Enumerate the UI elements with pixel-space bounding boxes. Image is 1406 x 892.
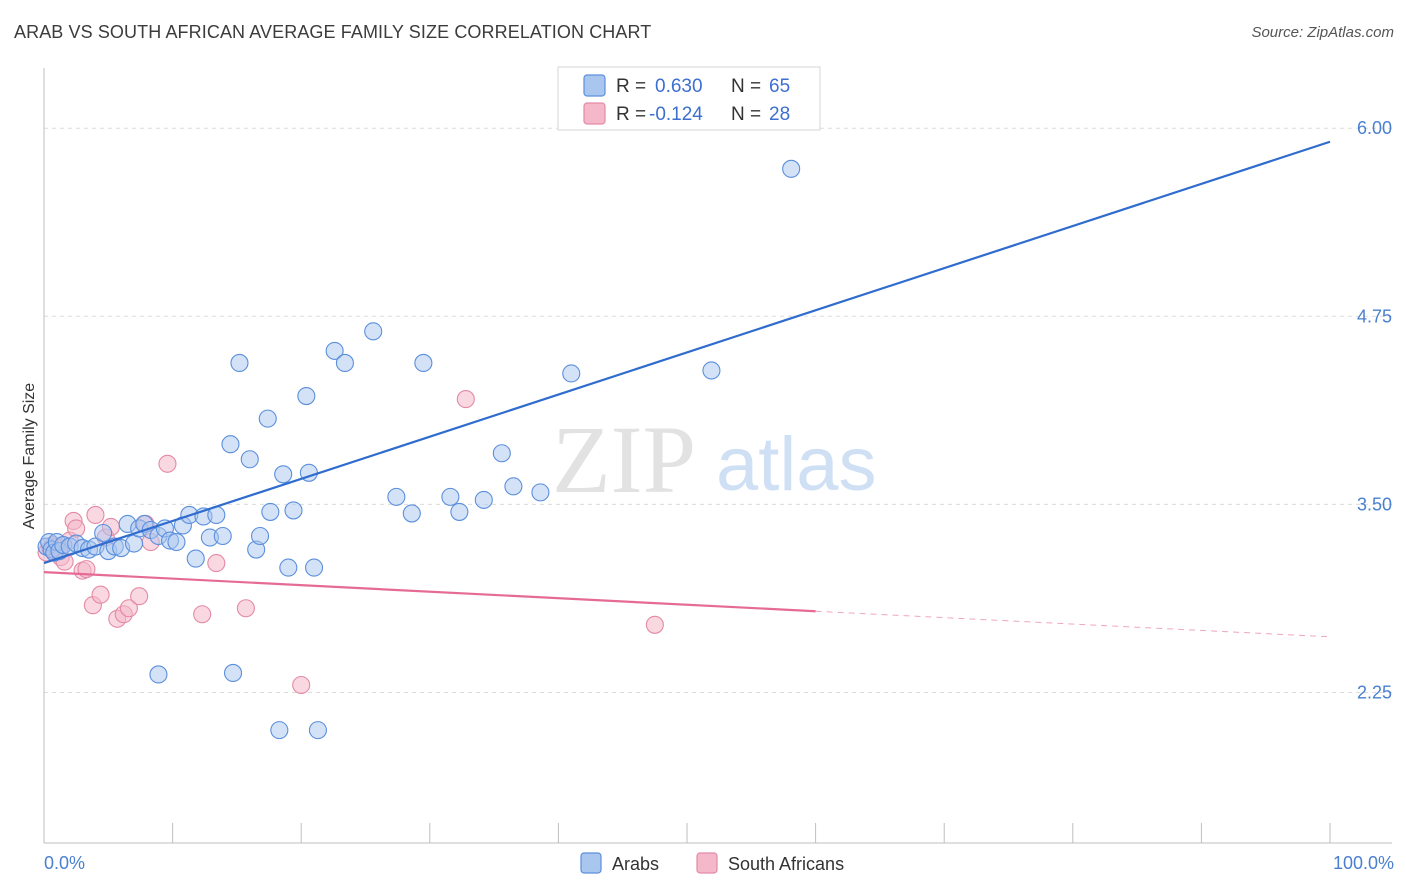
data-point-arab — [387, 487, 406, 506]
x-tick-label-min: 0.0% — [44, 853, 85, 873]
bottom-legend-swatch-south-africans — [696, 852, 718, 874]
data-point-arab — [492, 444, 511, 463]
data-point-arab — [221, 435, 240, 454]
data-point-arab — [279, 558, 298, 577]
trend-line-arabs — [43, 140, 1331, 565]
source-label: Source: ZipAtlas.com — [1251, 24, 1394, 41]
legend-swatch-arabs — [583, 74, 606, 97]
data-point-south-african — [456, 390, 475, 409]
data-point-arab — [240, 450, 259, 469]
data-point-arab — [213, 526, 232, 546]
data-point-arab — [305, 558, 324, 577]
data-point-arab — [149, 665, 168, 684]
data-point-south-african — [91, 585, 110, 604]
data-point-arab — [782, 159, 801, 178]
legend-sa-n-value: 28 — [769, 104, 790, 125]
data-point-arab — [335, 353, 354, 373]
legend-arab-n-value: 65 — [769, 76, 790, 97]
top-legend: R = 0.630 N = 65 R = -0.124 N = 28 — [557, 66, 821, 131]
data-point-south-african — [292, 675, 311, 695]
bottom-legend: Arabs South Africans — [580, 852, 844, 874]
data-point-arab — [124, 534, 144, 553]
data-point-arab — [325, 341, 344, 360]
data-point-south-african — [193, 605, 212, 624]
legend-arab-r-label: R = — [616, 76, 646, 97]
legend-sa-r-label: R = — [616, 104, 646, 125]
series-arabs — [37, 104, 801, 740]
watermark-zip: ZIP — [552, 406, 696, 513]
data-point-arab — [230, 353, 249, 373]
legend-arab-n-label: N = — [731, 76, 761, 97]
bottom-legend-swatch-arabs — [580, 852, 602, 874]
y-tick-label: 3.50 — [1357, 494, 1392, 514]
data-point-arab — [364, 322, 383, 341]
data-point-arab — [297, 387, 316, 406]
data-point-arab — [94, 523, 113, 543]
data-point-arab — [402, 504, 421, 523]
data-point-south-african — [67, 519, 86, 538]
data-point-south-african — [236, 599, 255, 618]
data-point-south-african — [207, 554, 226, 573]
data-point-south-african — [158, 454, 177, 473]
data-point-arab — [474, 490, 493, 509]
x-tick-labels: 0.0% 100.0% — [44, 853, 1394, 873]
data-point-arab — [167, 532, 186, 552]
data-point-arab — [261, 502, 280, 521]
legend-swatch-south-africans — [583, 102, 606, 125]
chart-title: ARAB VS SOUTH AFRICAN AVERAGE FAMILY SIZ… — [14, 22, 652, 42]
data-point-arab — [441, 487, 460, 506]
y-axis-title: Average Family Size — [21, 383, 38, 530]
data-point-arab — [531, 483, 550, 502]
data-point-arab — [223, 663, 243, 683]
data-point-arab — [450, 502, 469, 521]
x-tick-label-max: 100.0% — [1333, 853, 1394, 873]
y-tick-label: 2.25 — [1357, 683, 1392, 703]
data-point-arab — [562, 364, 581, 383]
legend-sa-r-value: -0.124 — [649, 104, 703, 125]
trend-line-south-africans-extension — [815, 610, 1331, 638]
data-point-arab — [414, 353, 433, 373]
data-point-arab — [504, 477, 523, 496]
trend-line-south-africans — [43, 571, 816, 613]
data-point-south-african — [119, 599, 138, 618]
watermark-atlas: atlas — [716, 422, 877, 507]
data-point-arab — [186, 549, 205, 568]
data-point-south-african — [86, 505, 105, 524]
data-point-arab — [270, 721, 289, 740]
bottom-legend-south-africans: South Africans — [728, 854, 844, 874]
data-point-arab — [702, 361, 721, 380]
data-point-south-african — [130, 587, 149, 606]
data-point-arab — [258, 409, 277, 428]
legend-sa-n-label: N = — [731, 104, 761, 125]
y-tick-label: 6.00 — [1357, 118, 1392, 138]
trend-lines — [43, 140, 1331, 638]
legend-arab-r-value: 0.630 — [655, 76, 703, 97]
y-tick-label: 4.75 — [1357, 306, 1392, 326]
data-point-arab — [308, 721, 327, 740]
bottom-legend-arabs: Arabs — [612, 854, 659, 874]
y-tick-labels: 2.25 3.50 4.75 6.00 — [1357, 118, 1392, 702]
axes — [43, 68, 1392, 844]
data-point-arab — [274, 465, 293, 484]
data-point-south-african — [645, 615, 664, 634]
data-point-arab — [284, 501, 303, 520]
data-point-arab — [250, 526, 270, 546]
